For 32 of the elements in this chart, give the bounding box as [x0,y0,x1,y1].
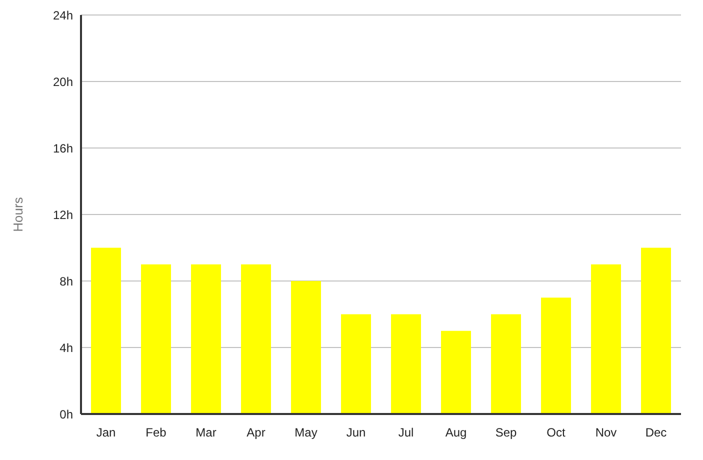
y-axis-title: Hours [10,196,26,232]
bar [541,298,571,414]
y-tick-label: 4h [60,340,73,355]
y-tick-label: 8h [60,274,73,288]
bar [641,248,671,414]
bar [491,314,521,414]
x-tick-label: Jul [398,426,414,440]
bar [391,314,421,414]
x-tick-label: Oct [546,426,566,440]
y-tick-label: 20h [52,74,73,89]
x-tick-label: Dec [645,426,667,440]
y-tick-label: 16h [52,141,73,156]
bar [291,281,321,414]
bar [91,248,121,414]
y-tick-label: 12h [52,208,73,222]
y-tick-label: 0h [60,407,73,422]
x-tick-label: Jun [346,426,366,440]
bar [141,264,171,414]
x-tick-label: May [294,426,318,440]
x-tick-label: Apr [246,426,266,440]
bar [191,264,221,414]
x-tick-label: Mar [196,426,216,440]
x-tick-label: Aug [445,426,467,440]
bar [241,264,271,414]
x-tick-label: Nov [595,426,617,440]
bar [591,264,621,414]
x-tick-label: Feb [146,426,167,440]
x-tick-label: Sep [495,426,517,440]
x-tick-label: Jan [96,426,116,440]
y-tick-label: 24h [52,8,73,22]
bar [341,314,371,414]
bar [441,330,471,414]
